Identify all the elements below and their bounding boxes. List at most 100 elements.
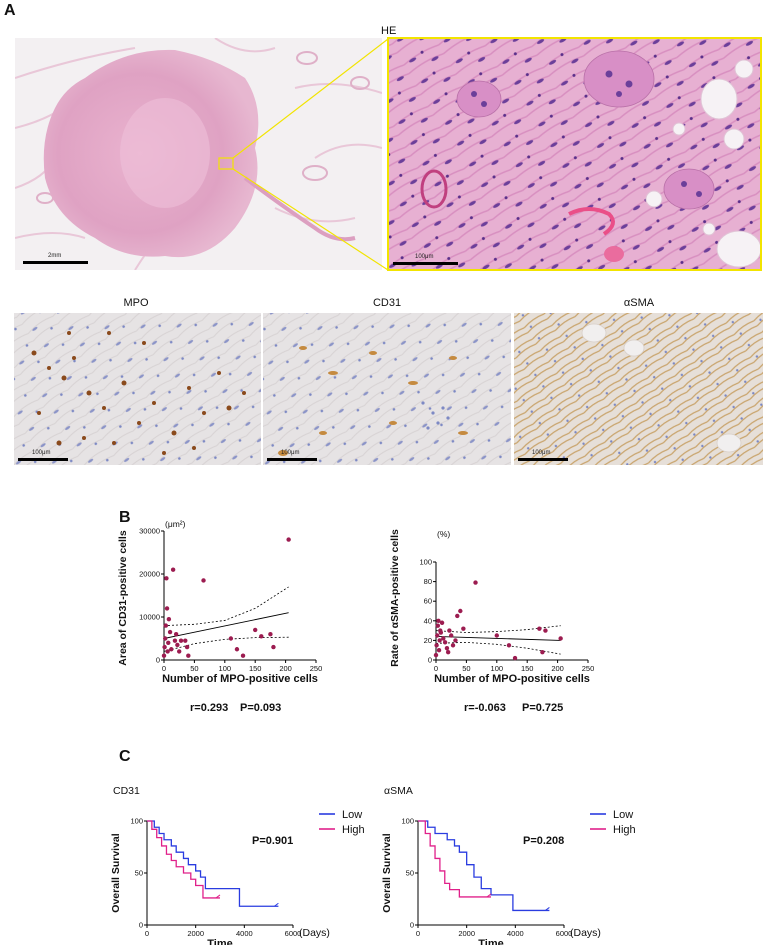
scatter-point [164,576,169,581]
zoom-connector-lines [232,38,389,271]
scatter-point [435,633,440,638]
scatter-point [444,646,450,651]
scatter-point [234,647,240,652]
y-tick-label: 60 [424,597,432,606]
scatter-point [164,606,170,611]
scatter-point [172,638,178,643]
x-axis-unit: (Days) [570,927,601,939]
ihc-mpo-scale-label: 100μm [32,450,51,456]
panel-b-letter: B [119,509,131,526]
y-tick-label: 0 [156,656,160,665]
scatter-cd31-r: r=0.293 [190,702,229,714]
ci-lower-line [435,641,561,655]
legend-label-low: Low [342,809,362,821]
scatter-point [286,537,291,542]
ihc-cd31-scale-bar [267,458,317,461]
unit-label: (μm²) [165,519,186,529]
scatter-point [441,636,446,641]
y-tick-label: 100 [401,817,414,826]
ci-upper-line [163,586,289,626]
p-value: P=0.901 [252,835,293,847]
p-value: P=0.208 [523,835,564,847]
y-axis-label: Rate of αSMA-positive cells [389,529,401,667]
x-axis-label: Time [207,938,232,945]
scatter-point [175,642,180,648]
he-label: HE [381,25,397,37]
censor-mark [486,893,492,898]
scatter-point [253,627,258,633]
unit-label: (%) [437,529,450,539]
scatter-point [228,636,234,641]
scatter-point [540,649,545,655]
y-tick-label: 0 [139,921,143,930]
scatter-point [173,632,179,637]
scatter-point [169,647,174,652]
x-tick-label: 0 [145,929,149,938]
ihc-title-asma: αSMA [623,297,655,309]
scatter-point [178,638,184,643]
panel-a-letter: A [4,2,16,19]
survival-line-low [418,820,550,912]
scatter-point [558,636,563,641]
y-tick-label: 40 [424,616,432,625]
scatter-point [537,626,542,631]
x-tick-label: 2000 [458,929,475,938]
censor-mark [545,907,550,911]
y-tick-label: 100 [419,558,432,567]
scatter-asma-r: r=-0.063 [464,702,506,714]
y-tick-label: 30000 [139,527,160,536]
ihc-image-asma: 100μm [514,313,763,465]
x-tick-label: 50 [462,664,470,673]
scatter-point [436,648,442,653]
x-tick-label: 250 [310,664,323,673]
scatter-point [434,643,439,648]
scatter-point [433,652,439,658]
scatter-point [183,638,188,643]
x-tick-label: 250 [582,664,595,673]
y-tick-label: 20 [424,636,432,645]
scatter-point [506,643,512,648]
ihc-mpo-scale-bar [18,458,68,461]
censor-mark [215,894,221,899]
x-tick-label: 150 [249,664,262,673]
y-axis-label: Area of CD31-positive cells [117,530,129,666]
ihc-cd31-scale-label: 100μm [281,450,300,456]
scatter-point [437,638,442,643]
x-tick-label: 200 [279,664,292,673]
x-tick-label: 100 [491,664,504,673]
he-zoom-scale-bar [393,262,458,265]
scatter-point [268,632,273,637]
scatter-point [447,628,452,633]
y-tick-label: 100 [130,817,143,826]
he-overview-scale-label: 2mm [48,253,62,259]
x-tick-label: 2000 [187,929,204,938]
survival-line-low [147,820,279,907]
scatter-point [163,636,168,641]
x-tick-label: 6000 [285,929,302,938]
x-tick-label: 0 [416,929,420,938]
x-tick-label: 0 [162,664,166,673]
scatter-asma-p: P=0.725 [522,702,564,714]
scatter-point [455,613,460,619]
scatter-point [543,628,548,633]
he-overview-image: 2mm [15,38,382,270]
x-axis-label: Time [478,938,503,945]
x-tick-label: 4000 [236,929,253,938]
scatter-point [165,649,170,654]
y-axis-label: Overall Survival [110,833,122,912]
scatter-point [161,653,167,658]
ihc-title-cd31: CD31 [372,297,402,309]
y-tick-label: 10000 [139,613,160,622]
scatter-point [271,644,276,650]
scatter-point [163,623,169,628]
ihc-image-mpo: 100μm [14,313,261,465]
regression-line [435,636,561,641]
scatter-point [473,580,478,585]
legend-label-low: Low [613,809,633,821]
scatter-point [201,578,206,583]
scatter-point [259,634,264,639]
